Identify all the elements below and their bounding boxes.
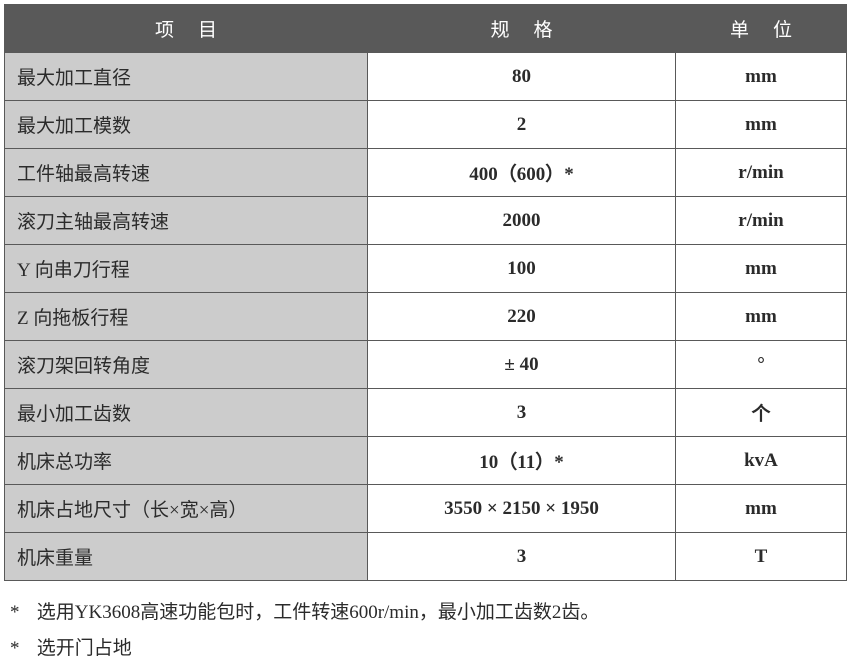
unit-cell: r/min (676, 149, 847, 197)
spec-cell: ± 40 (368, 341, 676, 389)
table-row: 最大加工直径 80 mm (5, 53, 847, 101)
footnotes: * 选用YK3608高速功能包时，工件转速600r/min，最小加工齿数2齿。 … (4, 581, 846, 667)
spec-cell: 220 (368, 293, 676, 341)
table-row: 最大加工模数 2 mm (5, 101, 847, 149)
unit-cell: mm (676, 245, 847, 293)
header-spec: 规格 (368, 5, 676, 53)
footnote-mark: * (10, 631, 32, 667)
item-cell: 机床重量 (5, 533, 368, 581)
table-row: Y 向串刀行程 100 mm (5, 245, 847, 293)
spec-cell: 3550 × 2150 × 1950 (368, 485, 676, 533)
unit-cell: mm (676, 101, 847, 149)
unit-cell: kvA (676, 437, 847, 485)
item-cell: 最大加工模数 (5, 101, 368, 149)
item-cell: 滚刀主轴最高转速 (5, 197, 368, 245)
table-header-row: 项目 规格 单位 (5, 5, 847, 53)
unit-cell: 个 (676, 389, 847, 437)
spec-cell: 3 (368, 533, 676, 581)
spec-cell: 10（11）* (368, 437, 676, 485)
spec-cell: 80 (368, 53, 676, 101)
unit-cell: mm (676, 53, 847, 101)
item-cell: 机床占地尺寸（长×宽×高） (5, 485, 368, 533)
spec-cell: 3 (368, 389, 676, 437)
item-cell: 滚刀架回转角度 (5, 341, 368, 389)
unit-cell: mm (676, 293, 847, 341)
spec-table: 项目 规格 单位 最大加工直径 80 mm 最大加工模数 2 mm 工件轴最高转… (4, 4, 847, 581)
item-cell: Z 向拖板行程 (5, 293, 368, 341)
spec-cell: 2000 (368, 197, 676, 245)
table-row: 机床重量 3 T (5, 533, 847, 581)
table-row: 滚刀架回转角度 ± 40 ° (5, 341, 847, 389)
table-row: 机床占地尺寸（长×宽×高） 3550 × 2150 × 1950 mm (5, 485, 847, 533)
footnote-text: 选用YK3608高速功能包时，工件转速600r/min，最小加工齿数2齿。 (37, 602, 600, 623)
footnote-text: 选开门占地 (37, 638, 132, 659)
unit-cell: r/min (676, 197, 847, 245)
footnote-row: * 选用YK3608高速功能包时，工件转速600r/min，最小加工齿数2齿。 (10, 595, 840, 631)
footnote-row: * 选开门占地 (10, 631, 840, 667)
header-item: 项目 (5, 5, 368, 53)
table-row: Z 向拖板行程 220 mm (5, 293, 847, 341)
item-cell: 最大加工直径 (5, 53, 368, 101)
spec-cell: 400（600）* (368, 149, 676, 197)
item-cell: 最小加工齿数 (5, 389, 368, 437)
item-cell: 机床总功率 (5, 437, 368, 485)
table-row: 机床总功率 10（11）* kvA (5, 437, 847, 485)
spec-table-body: 最大加工直径 80 mm 最大加工模数 2 mm 工件轴最高转速 400（600… (5, 53, 847, 581)
table-row: 工件轴最高转速 400（600）* r/min (5, 149, 847, 197)
unit-cell: T (676, 533, 847, 581)
item-cell: 工件轴最高转速 (5, 149, 368, 197)
header-unit: 单位 (676, 5, 847, 53)
unit-cell: ° (676, 341, 847, 389)
table-row: 最小加工齿数 3 个 (5, 389, 847, 437)
unit-cell: mm (676, 485, 847, 533)
spec-cell: 100 (368, 245, 676, 293)
item-cell: Y 向串刀行程 (5, 245, 368, 293)
table-row: 滚刀主轴最高转速 2000 r/min (5, 197, 847, 245)
spec-cell: 2 (368, 101, 676, 149)
footnote-mark: * (10, 595, 32, 631)
